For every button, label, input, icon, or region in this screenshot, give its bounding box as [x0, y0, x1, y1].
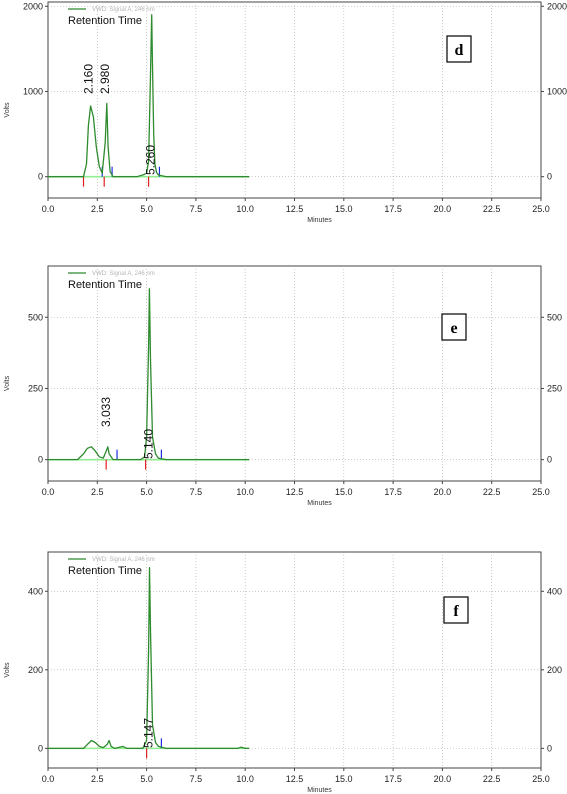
x-axis-title: Minutes [307, 217, 332, 224]
y-tick-label-left: 0 [38, 743, 43, 753]
peak-label: 3.033 [99, 397, 113, 427]
x-tick-label: 17.5 [384, 774, 402, 784]
x-tick-label: 17.5 [384, 487, 402, 497]
x-tick-label: 12.5 [286, 204, 304, 214]
x-tick-label: 2.5 [91, 774, 104, 784]
x-tick-label: 22.5 [483, 204, 501, 214]
y-tick-label-left: 0 [38, 172, 43, 182]
y-axis-title: Volts [4, 102, 11, 118]
retention-time-title: Retention Time [68, 565, 142, 577]
peak-label: 5.147 [141, 718, 155, 748]
chart-panel-f: 0.0 2.5 5.0 7.5 10.0 12.5 15.0 17.5 20.0 22.5 25.0… [4, 551, 562, 794]
y-axis-title: Volts [4, 662, 11, 678]
x-tick-label: 25.0 [532, 487, 550, 497]
panel-letter: d [455, 42, 464, 59]
panel-letter: e [450, 320, 457, 337]
plot-frame [47, 1, 542, 199]
x-tick-label: 7.5 [190, 204, 203, 214]
y-tick-label-left: 200 [28, 665, 43, 675]
x-tick-label: 5.0 [140, 774, 153, 784]
x-tick-label: 2.5 [91, 487, 104, 497]
x-tick-label: 0.0 [42, 487, 55, 497]
chart-panel-e: 0.0 2.5 5.0 7.5 10.0 12.5 15.0 17.5 20.0 22.5 25.0… [4, 265, 562, 507]
x-tick-label: 7.5 [190, 487, 203, 497]
panel-letter-box [441, 313, 467, 341]
legend-label: VWD: Signal A, 246 nm [92, 557, 155, 563]
x-tick-label: 12.5 [286, 487, 304, 497]
chart-panel-d: 0.0 2.5 5.0 7.5 10.0 12.5 15.0 17.5 20.0 22.5 25.0… [4, 1, 567, 224]
y-tick-label-right: 500 [547, 312, 562, 322]
y-tick-label-right: 2000 [547, 1, 567, 11]
y-tick-label-right: 0 [547, 455, 552, 465]
peak-label: 5.260 [144, 145, 158, 175]
x-tick-label: 22.5 [483, 487, 501, 497]
y-tick-label-left: 2000 [23, 1, 43, 11]
x-tick-label: 20.0 [434, 774, 452, 784]
x-axis-title: Minutes [307, 500, 332, 507]
panel-letter: f [453, 603, 459, 620]
x-tick-label: 0.0 [42, 204, 55, 214]
x-tick-label: 20.0 [434, 204, 452, 214]
x-tick-label: 5.0 [140, 204, 153, 214]
x-tick-label: 20.0 [434, 487, 452, 497]
retention-time-title: Retention Time [68, 279, 142, 291]
y-tick-label-right: 200 [547, 665, 562, 675]
y-tick-label-left: 1000 [23, 86, 43, 96]
chromatogram-trace [48, 14, 250, 178]
x-axis-title: Minutes [307, 787, 332, 794]
x-tick-label: 22.5 [483, 774, 501, 784]
panel-letter-box [446, 35, 472, 63]
y-axis-title: Volts [4, 375, 11, 391]
y-tick-label-left: 500 [28, 312, 43, 322]
chromatogram-trace [48, 567, 250, 750]
y-tick-label-right: 0 [547, 743, 552, 753]
y-tick-label-right: 1000 [547, 86, 567, 96]
panel-letter-box [443, 596, 469, 624]
x-tick-label: 15.0 [335, 487, 353, 497]
x-tick-label: 15.0 [335, 204, 353, 214]
x-tick-label: 17.5 [384, 204, 402, 214]
x-tick-label: 12.5 [286, 774, 304, 784]
x-tick-label: 10.0 [236, 774, 254, 784]
y-tick-label-right: 400 [547, 586, 562, 596]
x-tick-label: 0.0 [42, 774, 55, 784]
x-tick-label: 15.0 [335, 774, 353, 784]
legend-label: VWD: Signal A, 246 nm [92, 271, 155, 277]
x-tick-label: 5.0 [140, 487, 153, 497]
retention-time-title: Retention Time [68, 15, 142, 27]
y-tick-label-left: 250 [28, 383, 43, 393]
x-tick-label: 2.5 [91, 204, 104, 214]
y-tick-label-left: 400 [28, 586, 43, 596]
peak-label: 2.160 [82, 64, 96, 94]
x-tick-label: 25.0 [532, 204, 550, 214]
chromatogram-trace [48, 288, 250, 461]
y-tick-label-right: 0 [547, 172, 552, 182]
legend-label: VWD: Signal A, 246 nm [92, 7, 155, 13]
x-tick-label: 10.0 [236, 487, 254, 497]
x-tick-label: 7.5 [190, 774, 203, 784]
y-tick-label-left: 0 [38, 455, 43, 465]
plot-frame [47, 265, 542, 482]
peak-label: 2.980 [98, 64, 112, 94]
peak-label: 5.140 [141, 429, 155, 459]
y-tick-label-right: 250 [547, 383, 562, 393]
x-tick-label: 25.0 [532, 774, 550, 784]
x-tick-label: 10.0 [236, 204, 254, 214]
